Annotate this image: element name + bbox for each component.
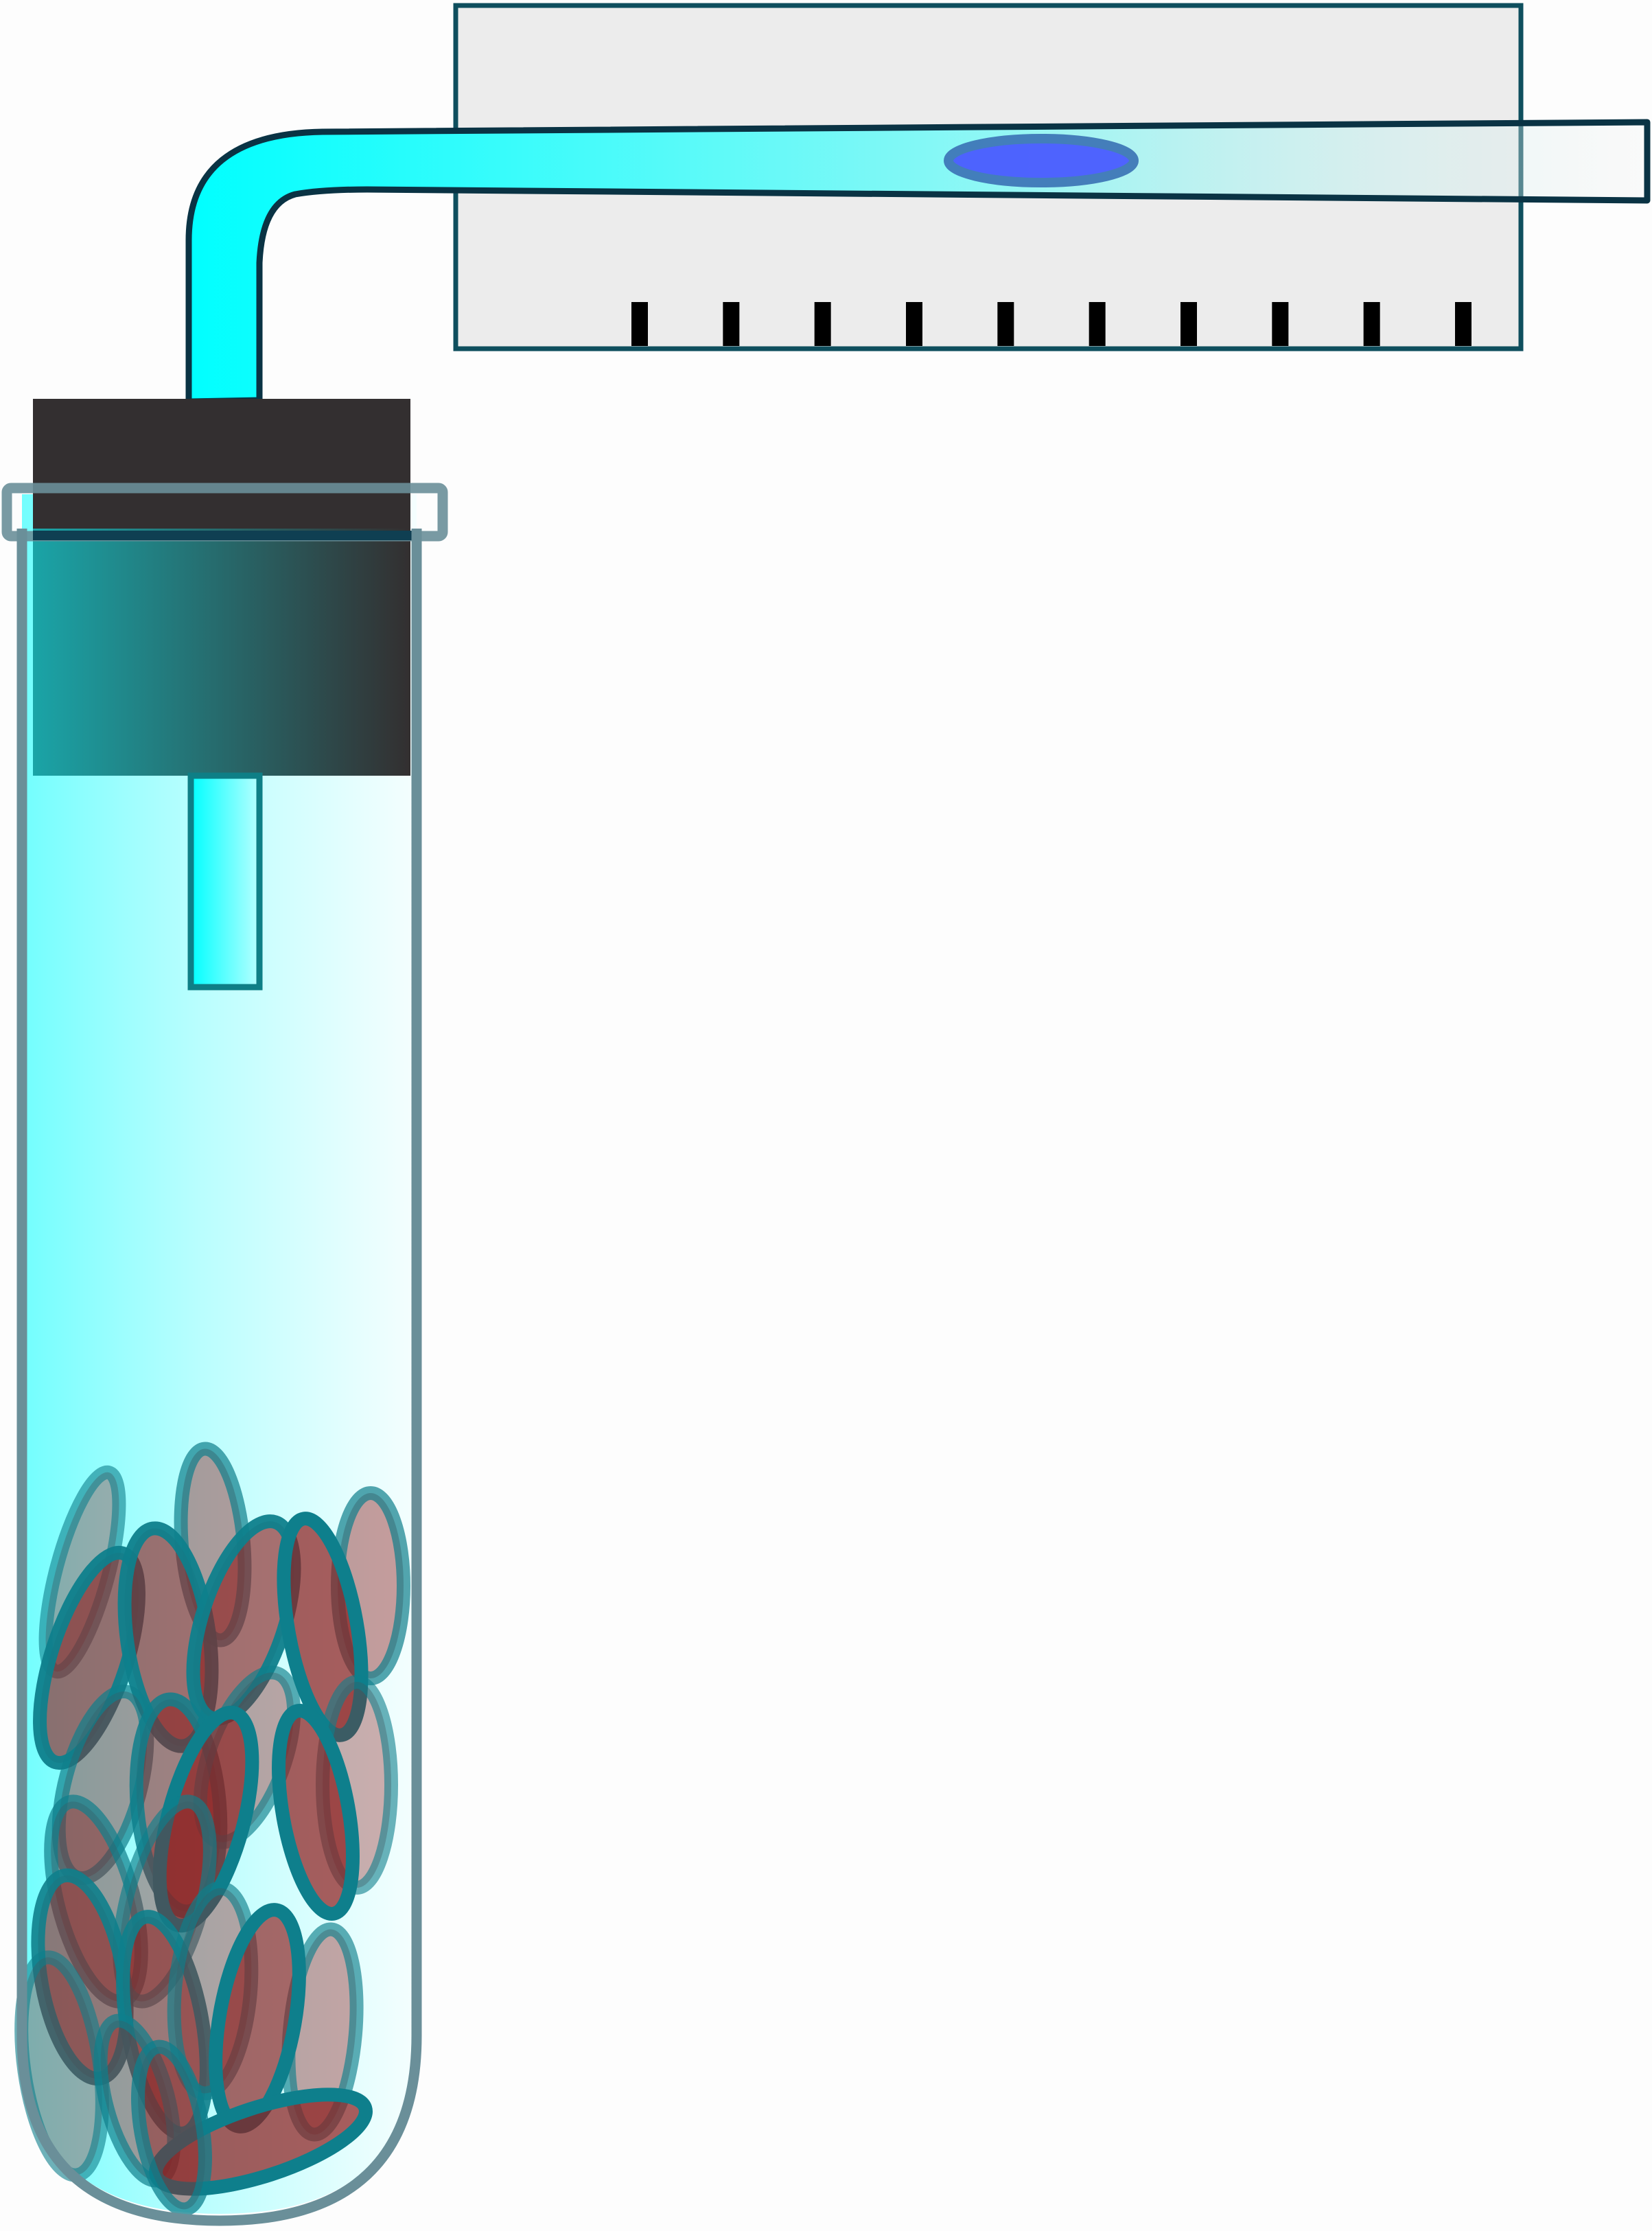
stopper-body <box>33 529 410 776</box>
test-tube-glass <box>16 529 422 2226</box>
scale-tick <box>1363 302 1380 346</box>
scale-tick <box>997 302 1014 346</box>
scale-tick <box>814 302 831 346</box>
seed <box>131 2039 212 2217</box>
scale-ticks <box>631 302 1471 346</box>
scale-tick <box>631 302 648 346</box>
scale-tick <box>723 302 740 346</box>
scale-tick <box>1089 302 1106 346</box>
capillary-tube <box>185 119 1651 405</box>
liquid-droplet <box>944 134 1139 187</box>
scale-tick <box>1180 302 1197 346</box>
scale-tick <box>1272 302 1289 346</box>
inner-tube <box>187 772 263 991</box>
seed-cluster <box>14 1442 410 2217</box>
seed <box>33 1545 146 1770</box>
scale-tick <box>1455 302 1471 346</box>
seed <box>272 1704 360 1921</box>
scale-tick <box>906 302 922 346</box>
stopper-top <box>33 399 410 536</box>
seed <box>277 1512 369 1742</box>
